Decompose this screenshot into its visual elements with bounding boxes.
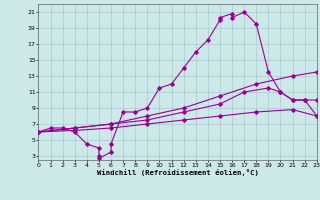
X-axis label: Windchill (Refroidissement éolien,°C): Windchill (Refroidissement éolien,°C) [97,169,259,176]
